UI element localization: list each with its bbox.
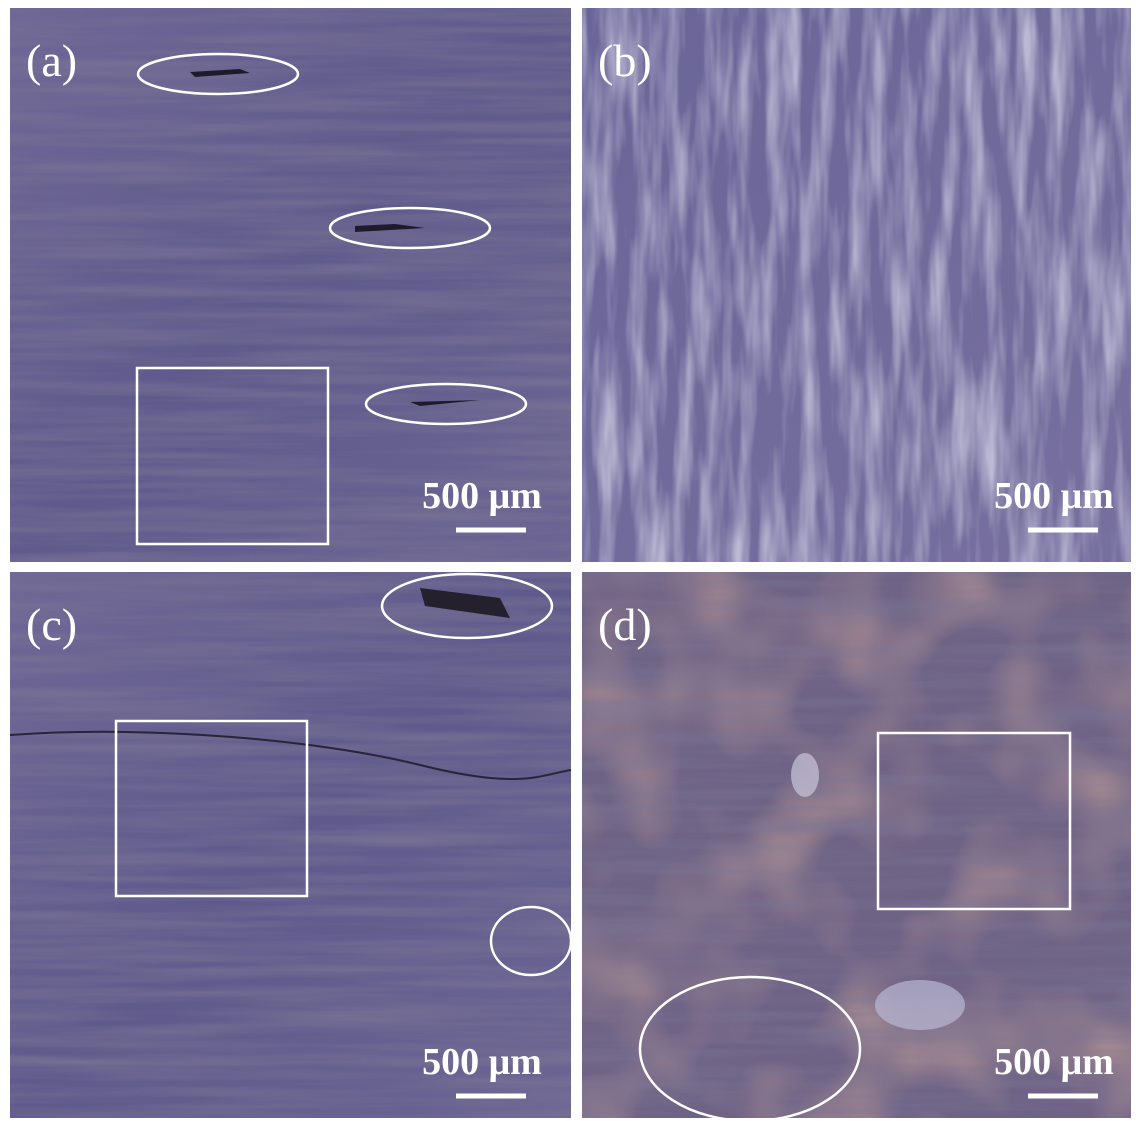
panel-label: (a)	[26, 35, 77, 86]
panel-a: (a) 500 μm	[10, 8, 571, 562]
particle	[791, 753, 819, 797]
scale-bar-label: 500 μm	[994, 475, 1114, 517]
texture	[10, 572, 571, 1118]
panel-label: (c)	[26, 599, 77, 650]
panel-b: (b) 500 μm	[582, 8, 1131, 562]
scale-bar-label: 500 μm	[994, 1041, 1114, 1083]
figure: (a) 500 μm (b) 500 μm (c) 500 μm (d) 500…	[0, 0, 1136, 1121]
panel-label: (d)	[598, 599, 652, 650]
panel-label: (b)	[598, 35, 652, 86]
panel-c: (c) 500 μm	[10, 572, 571, 1118]
scale-bar-label: 500 μm	[422, 475, 542, 517]
scale-bar-label: 500 μm	[422, 1041, 542, 1083]
particle	[875, 980, 965, 1030]
panel-d: (d) 500 μm	[582, 572, 1131, 1121]
texture	[582, 572, 1131, 1118]
